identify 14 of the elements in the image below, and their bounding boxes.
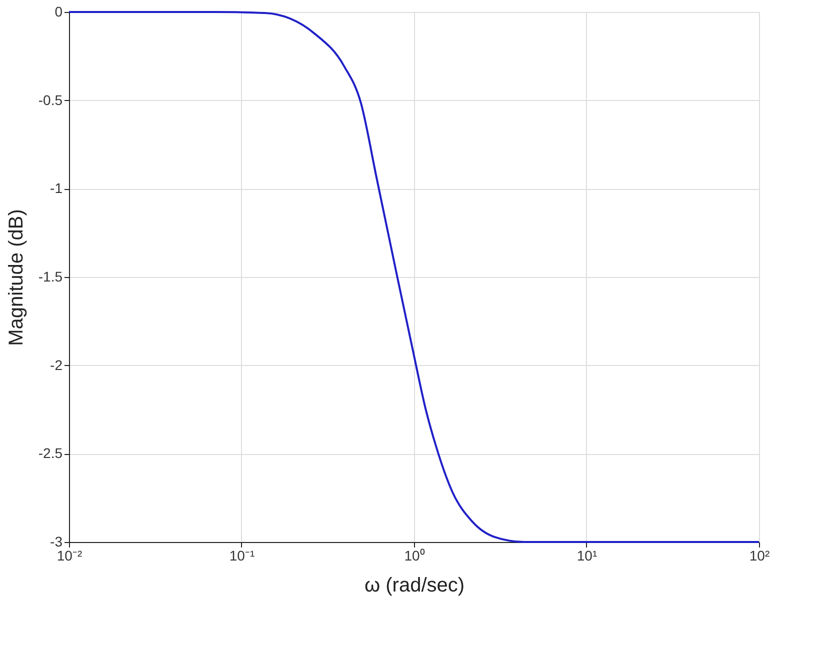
y-tick-label: -1 xyxy=(50,180,63,196)
x-tick-label: 10⁻² xyxy=(56,548,82,564)
y-axis-title: Magnitude (dB) xyxy=(5,209,28,346)
y-tick-label: -3 xyxy=(50,534,63,550)
x-tick-label: 10¹ xyxy=(576,548,598,564)
y-tick-label: -1.5 xyxy=(38,268,63,284)
y-tick-label: -2.5 xyxy=(38,445,63,462)
y-tick-label: 0 xyxy=(54,4,63,20)
x-tick-label: 10⁰ xyxy=(404,548,425,564)
y-tick-label: -2 xyxy=(50,356,63,373)
x-tick-label: 10² xyxy=(749,548,770,564)
y-tick-label: -0.5 xyxy=(38,92,63,108)
x-tick-label: 10⁻¹ xyxy=(229,548,255,564)
x-axis-title: ω (rad/sec) xyxy=(364,574,465,596)
